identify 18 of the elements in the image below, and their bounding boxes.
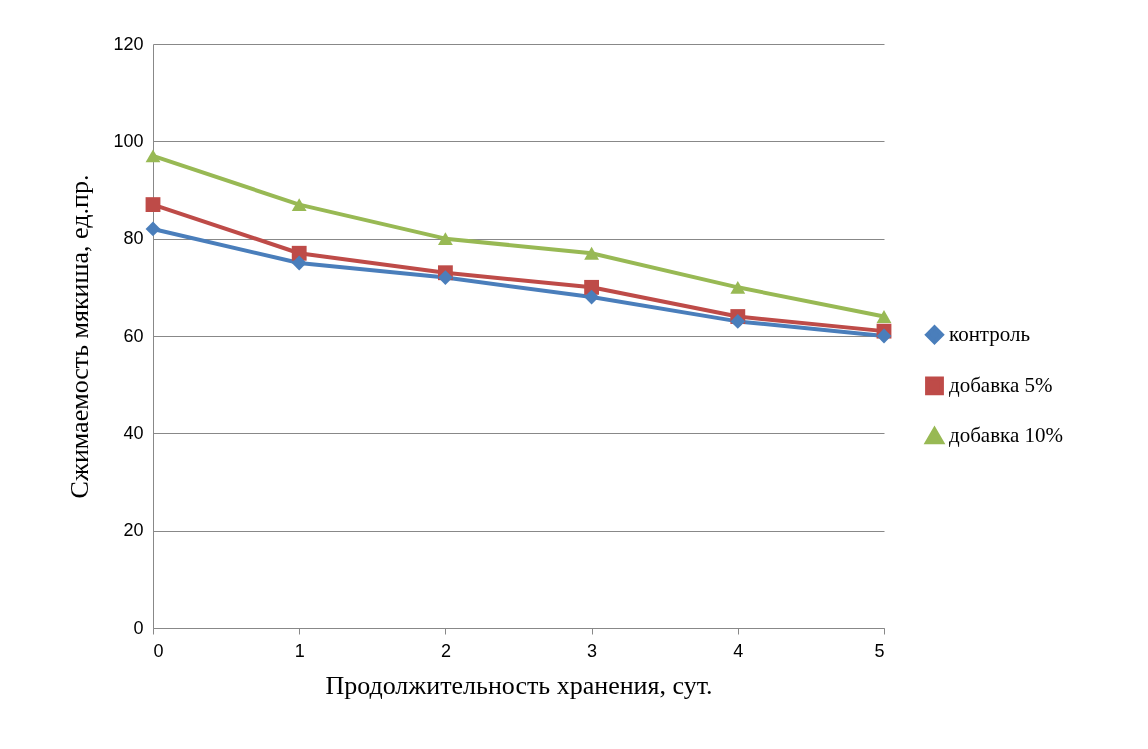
y-tick-label: 120 <box>113 33 144 54</box>
y-tick-label: 100 <box>113 130 144 151</box>
y-axis-title: Сжимаемость мякиша, ед.пр. <box>65 174 95 499</box>
legend-label: контроль <box>949 321 1031 346</box>
x-axis-title: Продолжительность хранения, сут. <box>325 670 713 700</box>
x-tick-label: 0 <box>153 640 164 661</box>
y-tick-label: 20 <box>123 520 144 541</box>
x-tick-label: 4 <box>733 640 744 661</box>
x-tick-label: 5 <box>874 640 885 661</box>
y-tick-label: 0 <box>133 617 144 638</box>
legend-label: добавка 10% <box>949 422 1064 447</box>
y-tick-label: 60 <box>123 325 144 346</box>
y-tick-label: 80 <box>123 228 144 249</box>
x-tick-label: 1 <box>294 640 305 661</box>
legend-label: добавка 5% <box>949 372 1053 397</box>
x-tick-label: 2 <box>440 640 451 661</box>
x-tick-label: 3 <box>587 640 598 661</box>
y-tick-label: 40 <box>123 422 144 443</box>
